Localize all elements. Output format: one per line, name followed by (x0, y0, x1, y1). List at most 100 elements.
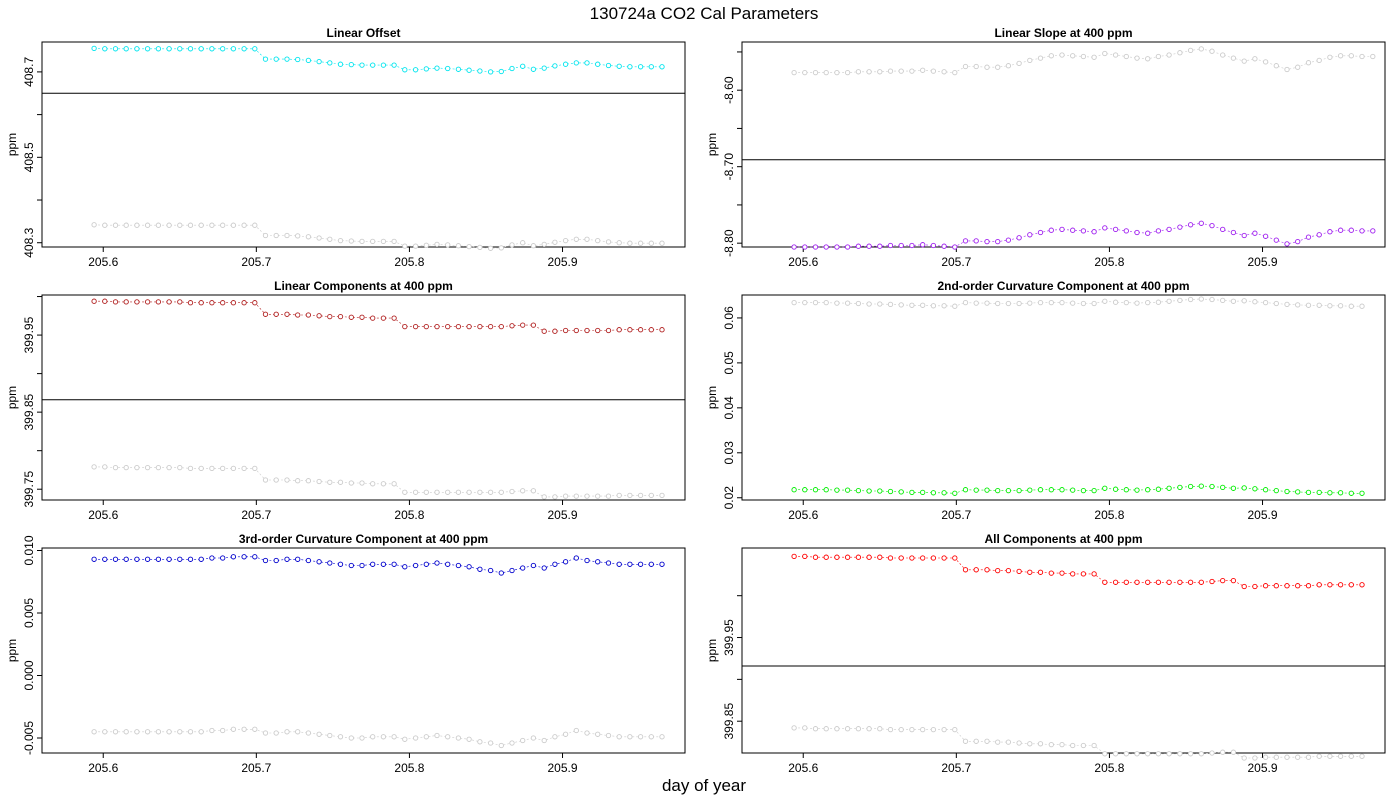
data-point (920, 555, 926, 561)
y-axis-label: ppm (5, 386, 19, 409)
data-point (562, 493, 569, 499)
data-point (380, 238, 387, 245)
data-point (659, 64, 665, 70)
data-point (1284, 301, 1290, 308)
data-point (337, 734, 344, 740)
data-point (984, 300, 990, 306)
data-point (1080, 300, 1087, 307)
data-point (866, 488, 872, 494)
data-point (1273, 237, 1279, 243)
y-tick-label: 399.75 (22, 471, 36, 508)
data-point (973, 238, 979, 244)
data-point (1316, 489, 1322, 496)
data-point (1241, 583, 1247, 590)
data-point (434, 732, 440, 739)
data-point (1316, 302, 1322, 308)
chart-panels: Linear Offset ppm 205.6 205.7 205.8 205.9 408.… (5, 26, 1386, 775)
data-point (823, 69, 829, 76)
data-point (1123, 487, 1129, 493)
data-point (209, 46, 215, 52)
y-tick-label: 0.05 (722, 351, 736, 375)
data-point (144, 556, 151, 562)
data-point (477, 489, 483, 495)
data-point (1337, 227, 1344, 233)
data-point (791, 244, 797, 250)
data-point (337, 561, 344, 567)
data-point (112, 556, 119, 562)
data-point (348, 480, 354, 486)
data-point (241, 554, 247, 560)
data-point (370, 481, 376, 487)
data-point (1337, 582, 1344, 588)
data-point (855, 243, 862, 249)
data-point (995, 739, 1001, 745)
data-point (91, 222, 97, 228)
data-point (1273, 300, 1279, 307)
data-point (123, 729, 129, 735)
data-point (144, 46, 151, 52)
x-tick-label: 205.9 (1248, 761, 1278, 775)
data-point (930, 303, 937, 309)
data-point (391, 62, 397, 68)
data-point (1209, 222, 1215, 229)
x-tick-label: 205.7 (941, 255, 971, 269)
data-point (995, 238, 1001, 245)
data-point (1252, 486, 1258, 492)
data-point (637, 492, 644, 499)
data-point (220, 300, 226, 306)
data-point (1123, 579, 1129, 585)
data-point (466, 564, 472, 570)
data-point (1305, 234, 1312, 240)
data-point (1112, 52, 1119, 58)
data-point (177, 556, 183, 562)
data-point (1327, 229, 1333, 235)
data-point (1005, 237, 1012, 243)
data-point (1166, 298, 1172, 304)
data-point (573, 236, 579, 242)
data-point (648, 64, 654, 70)
data-point (284, 311, 290, 317)
data-point (262, 232, 269, 239)
data-point (423, 734, 429, 740)
data-point (1005, 739, 1012, 745)
data-point (802, 487, 808, 493)
data-point (230, 726, 237, 732)
data-point (391, 238, 397, 245)
data-point (1252, 56, 1258, 62)
data-point (984, 487, 990, 493)
data-point (952, 244, 958, 250)
y-tick-label: 0.03 (722, 441, 736, 465)
data-point (1059, 487, 1065, 493)
data-point (812, 69, 819, 76)
data-point (595, 61, 601, 67)
data-point (552, 63, 558, 69)
data-point (1187, 222, 1194, 228)
data-point (220, 46, 226, 52)
x-tick-label: 205.6 (788, 255, 818, 269)
y-tick-label: -0.005 (22, 721, 36, 755)
data-point (187, 222, 194, 228)
data-point (1112, 226, 1119, 233)
data-point (1048, 570, 1054, 576)
data-point (1166, 579, 1172, 585)
data-point (1123, 299, 1129, 306)
data-point (327, 236, 333, 242)
data-point (1187, 483, 1194, 490)
data-point (1337, 53, 1344, 59)
data-point (252, 46, 258, 52)
data-point (909, 242, 915, 249)
data-point (91, 556, 97, 562)
data-point (166, 299, 172, 305)
data-point (155, 46, 162, 52)
x-tick-label: 205.8 (394, 761, 424, 775)
data-point (1016, 60, 1022, 67)
data-point (112, 46, 119, 52)
x-tick-label: 205.8 (1094, 255, 1124, 269)
data-point (380, 481, 387, 487)
data-point (487, 489, 494, 495)
data-point (1037, 487, 1044, 493)
data-point (273, 56, 279, 62)
data-point (1134, 751, 1140, 757)
data-point (1230, 749, 1237, 755)
data-point (1080, 742, 1087, 749)
